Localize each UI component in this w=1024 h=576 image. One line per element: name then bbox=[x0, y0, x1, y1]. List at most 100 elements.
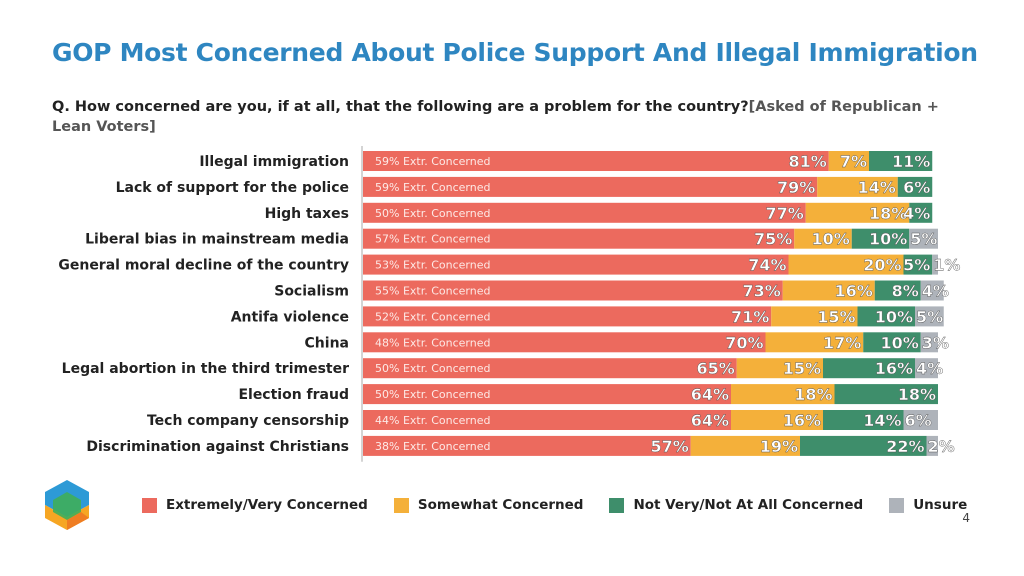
data-label: 6% bbox=[903, 178, 930, 197]
bar-segment bbox=[800, 435, 927, 456]
bar-segment bbox=[932, 254, 938, 275]
bar-segment bbox=[817, 176, 898, 197]
extreme-concern-label: 50% Extr. Concerned bbox=[375, 388, 490, 401]
data-label: 1% bbox=[933, 256, 960, 275]
extreme-concern-label: 59% Extr. Concerned bbox=[375, 181, 490, 194]
page-number: 4 bbox=[962, 511, 970, 525]
company-logo bbox=[45, 480, 89, 530]
extreme-concern-label: 38% Extr. Concerned bbox=[375, 440, 490, 453]
extreme-concern-label: 55% Extr. Concerned bbox=[375, 285, 490, 298]
data-label: 65% bbox=[696, 359, 734, 378]
question: Q. How concerned are you, if at all, tha… bbox=[52, 99, 749, 115]
category-label: China bbox=[305, 335, 349, 351]
bar-segment bbox=[920, 332, 938, 353]
bar-segment bbox=[863, 332, 921, 353]
data-label: 4% bbox=[903, 204, 930, 223]
bar-segment bbox=[363, 202, 806, 223]
data-label: 4% bbox=[922, 282, 949, 301]
data-label: 20% bbox=[863, 256, 901, 275]
data-label: 2% bbox=[928, 437, 955, 456]
bar-segment bbox=[363, 151, 829, 171]
data-label: 81% bbox=[788, 152, 826, 171]
bar-segment bbox=[363, 410, 731, 430]
legend-swatch bbox=[889, 497, 905, 513]
extreme-concern-label: 53% Extr. Concerned bbox=[375, 259, 490, 272]
data-label: 79% bbox=[777, 178, 815, 197]
bar-segment bbox=[915, 306, 944, 327]
data-label: 64% bbox=[691, 385, 729, 404]
bar-segment bbox=[869, 151, 933, 171]
bar-segment bbox=[897, 176, 933, 197]
data-label: 18% bbox=[869, 204, 907, 223]
bar-segment bbox=[731, 410, 823, 430]
question-text: Q. How concerned are you, if at all, tha… bbox=[52, 97, 972, 137]
category-label: Antifa violence bbox=[231, 309, 349, 325]
bar-segment bbox=[857, 306, 915, 327]
bar-segment bbox=[363, 332, 766, 353]
data-label: 19% bbox=[760, 437, 798, 456]
bar-segment bbox=[736, 358, 823, 379]
legend-item-somewhat: Somewhat Concerned bbox=[393, 497, 583, 513]
bar-segment bbox=[823, 410, 904, 430]
data-label: 4% bbox=[916, 359, 943, 378]
category-label: High taxes bbox=[265, 206, 349, 222]
data-label: 18% bbox=[898, 385, 936, 404]
bar-segment bbox=[805, 202, 910, 223]
bar-segment bbox=[926, 435, 938, 456]
data-label: 70% bbox=[725, 333, 763, 352]
data-label: 10% bbox=[869, 230, 907, 249]
category-label: Discrimination against Christians bbox=[86, 439, 349, 455]
bar-segment bbox=[363, 280, 783, 301]
legend-swatch bbox=[142, 497, 157, 513]
category-label: Lack of support for the police bbox=[116, 180, 349, 196]
bar-segment bbox=[363, 228, 795, 249]
question-note: [Asked of Republican + Lean Voters] bbox=[52, 99, 939, 135]
data-label: 5% bbox=[916, 307, 943, 326]
bar-segment bbox=[903, 410, 938, 430]
data-label: 75% bbox=[754, 230, 792, 249]
bar-segment bbox=[874, 280, 921, 301]
data-label: 10% bbox=[880, 333, 918, 352]
bar-segment bbox=[915, 358, 938, 379]
data-label: 6% bbox=[905, 411, 932, 430]
bar-segment bbox=[363, 176, 818, 197]
data-label: 73% bbox=[742, 282, 780, 301]
bar-segment bbox=[771, 306, 858, 327]
data-label: 11% bbox=[892, 152, 930, 171]
data-label: 71% bbox=[731, 307, 769, 326]
bar-segment bbox=[363, 254, 789, 275]
data-label: 8% bbox=[892, 282, 919, 301]
category-label: Socialism bbox=[274, 284, 349, 300]
bar-segment bbox=[731, 384, 835, 405]
category-label: Legal abortion in the third trimester bbox=[62, 361, 349, 377]
bar-segment bbox=[363, 358, 737, 379]
bar-segment bbox=[782, 280, 875, 301]
extreme-concern-label: 48% Extr. Concerned bbox=[375, 336, 490, 349]
legend: Extremely/Very Concerned Somewhat Concer… bbox=[142, 497, 993, 513]
category-label: Liberal bias in mainstream media bbox=[85, 232, 349, 248]
data-label: 64% bbox=[691, 411, 729, 430]
data-label: 16% bbox=[834, 282, 872, 301]
extreme-concern-label: 52% Extr. Concerned bbox=[375, 310, 490, 323]
legend-item-extremely: Extremely/Very Concerned bbox=[142, 497, 368, 513]
category-label: Illegal immigration bbox=[199, 154, 349, 170]
data-label: 17% bbox=[823, 333, 861, 352]
data-label: 5% bbox=[903, 256, 930, 275]
data-label: 77% bbox=[765, 204, 803, 223]
bar-segment bbox=[851, 228, 910, 249]
extreme-concern-label: 50% Extr. Concerned bbox=[375, 207, 490, 220]
bar-segment bbox=[909, 202, 933, 223]
bar-segment bbox=[823, 358, 915, 379]
data-label: 7% bbox=[840, 152, 867, 171]
bar-segment bbox=[794, 228, 852, 249]
bar-segment bbox=[788, 254, 904, 275]
data-label: 10% bbox=[875, 307, 913, 326]
data-label: 22% bbox=[886, 437, 924, 456]
data-label: 10% bbox=[811, 230, 849, 249]
category-label: General moral decline of the country bbox=[58, 258, 349, 274]
category-label: Tech company censorship bbox=[147, 413, 349, 429]
bar-segment bbox=[909, 228, 938, 249]
extreme-concern-label: 59% Extr. Concerned bbox=[375, 155, 490, 168]
data-label: 74% bbox=[748, 256, 786, 275]
